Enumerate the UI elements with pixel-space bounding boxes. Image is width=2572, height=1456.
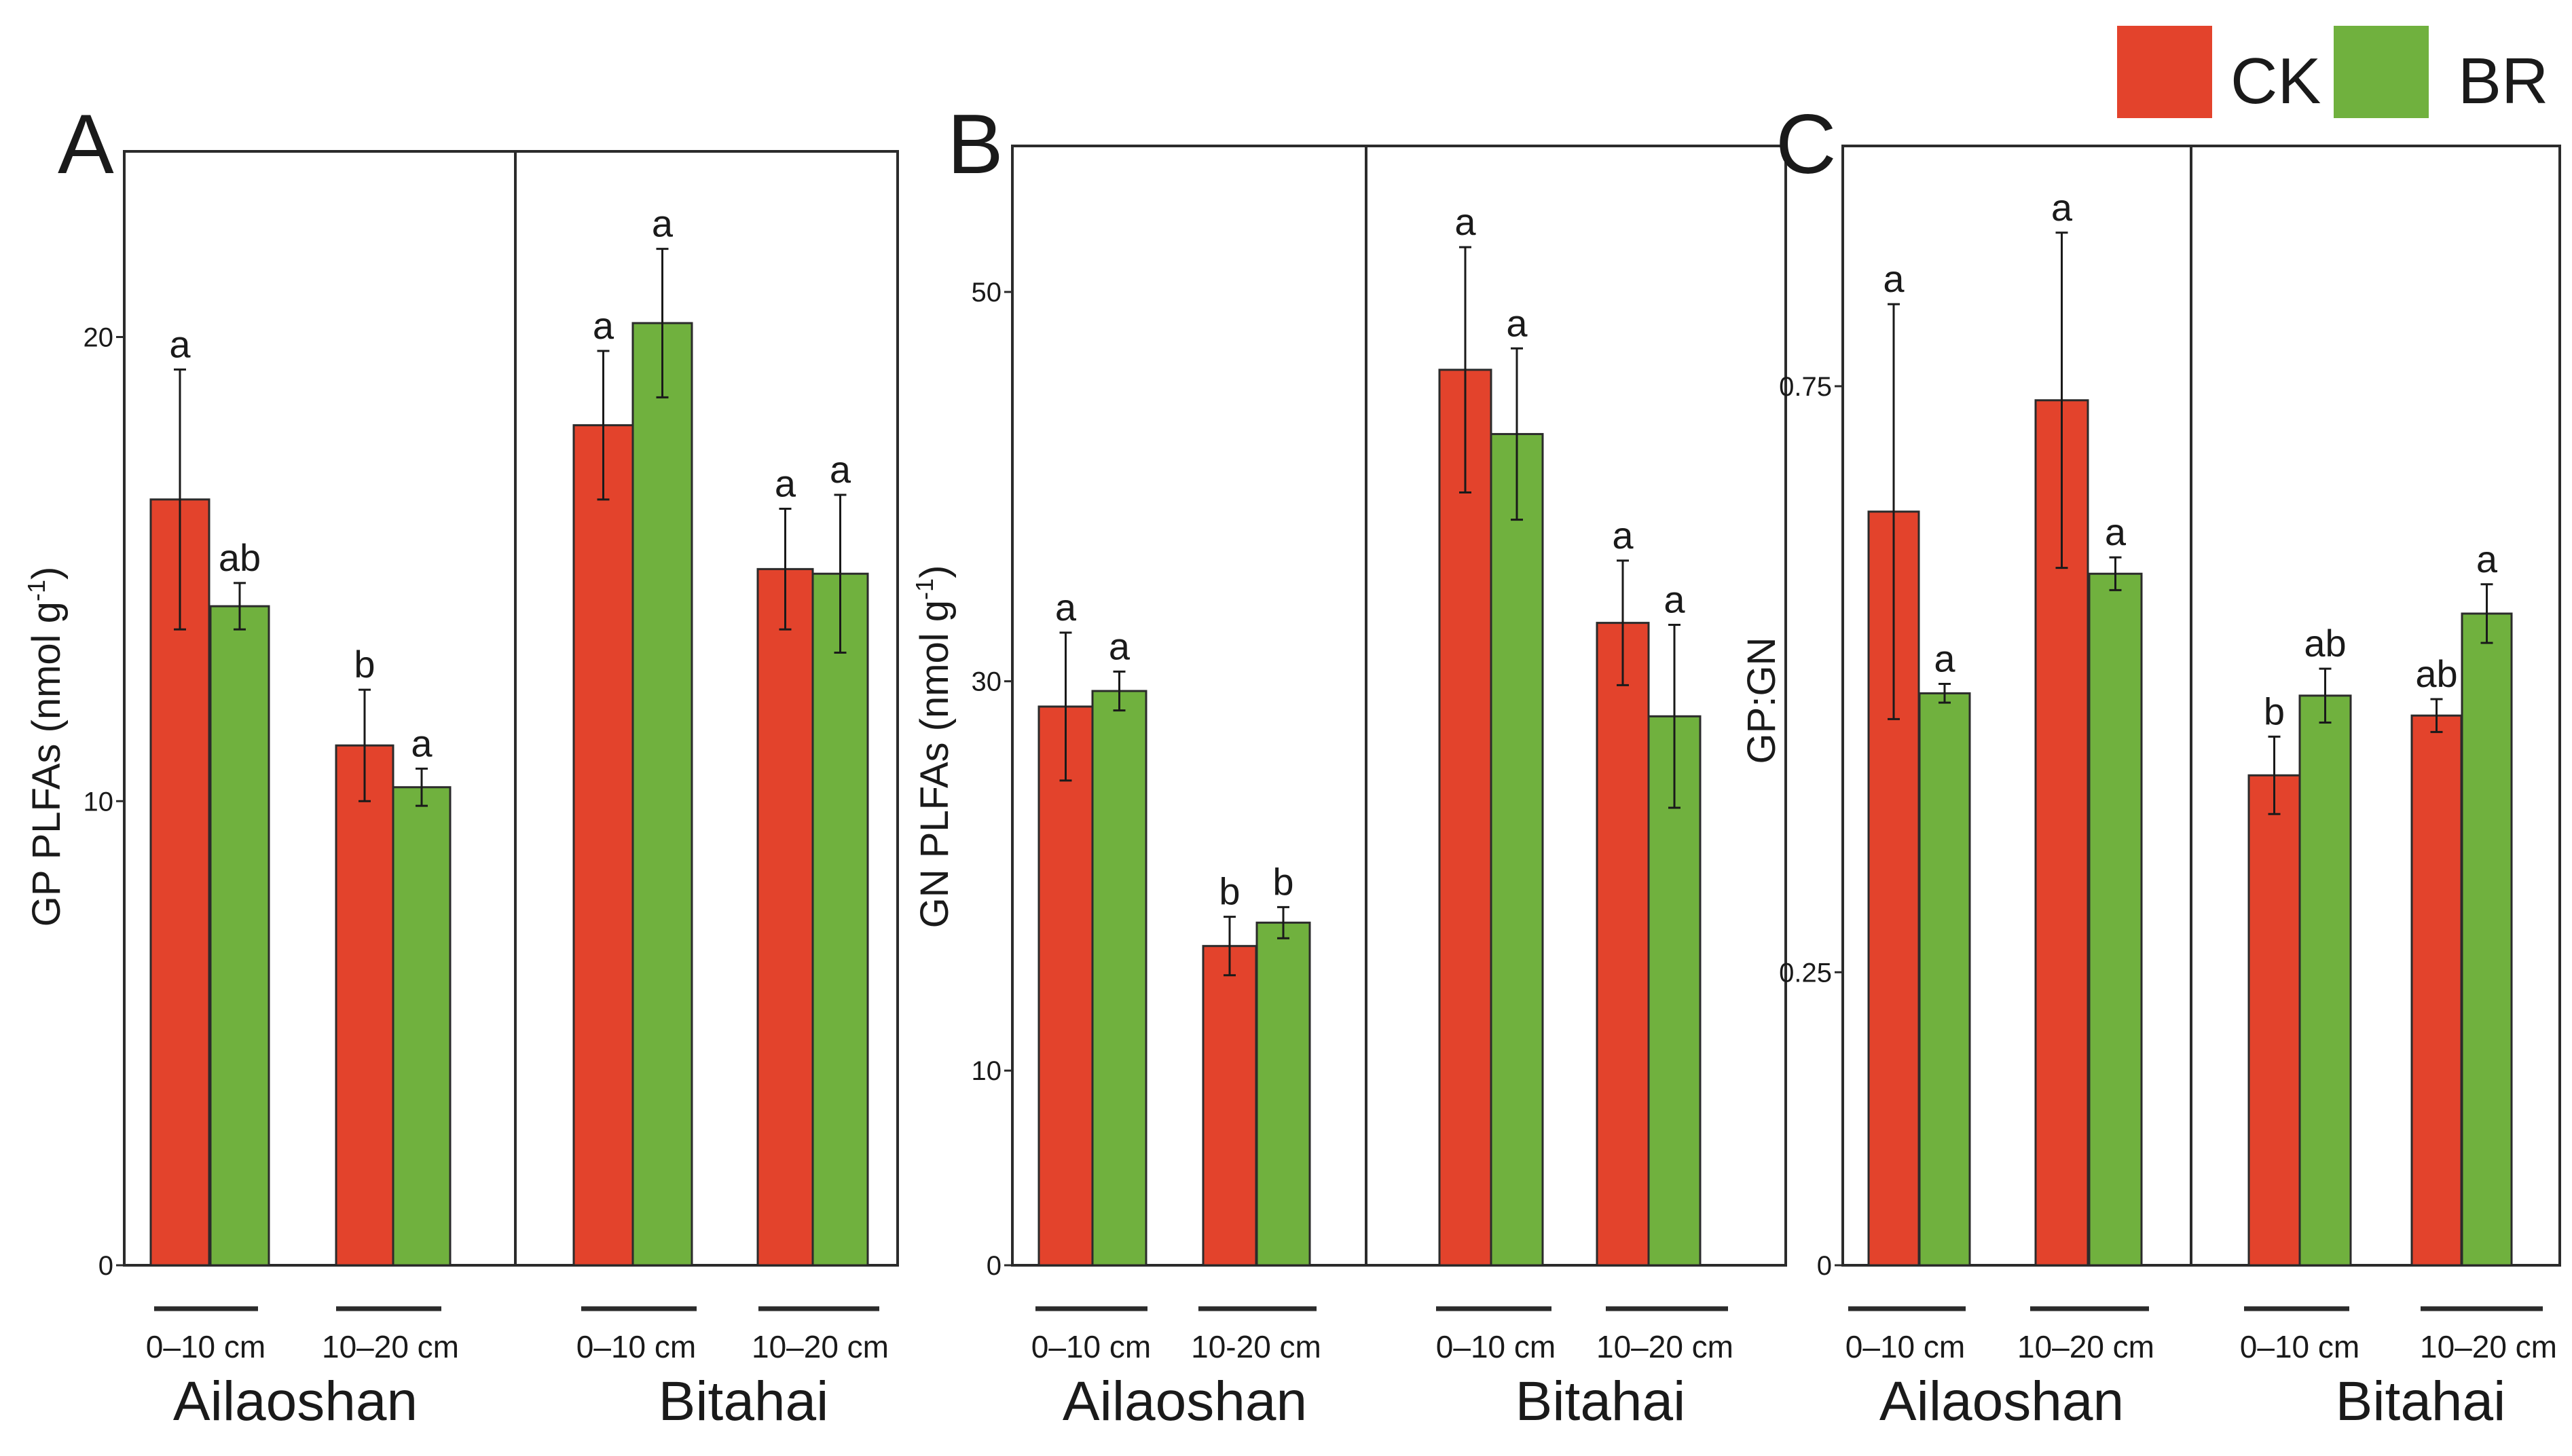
- depth-label: 10-20 cm: [1191, 1329, 1321, 1364]
- depth-label: 0–10 cm: [2240, 1329, 2359, 1364]
- depth-label: 0–10 cm: [1845, 1329, 1965, 1364]
- bar-ck-3: [572, 424, 634, 1267]
- significance-letter-ck-2: b: [354, 643, 375, 686]
- significance-letter-ck-1: a: [1055, 586, 1077, 629]
- site-label-bitahai: Bitahai: [659, 1370, 829, 1432]
- y-axis-label: GP:GN: [1740, 637, 1784, 764]
- site-label-ailaoshan: Ailaoshan: [1879, 1370, 2124, 1432]
- significance-letter-br-4: a: [1664, 578, 1685, 620]
- bar-ck-4: [756, 567, 814, 1267]
- legend-label-br: BR: [2458, 45, 2548, 117]
- significance-letter-br-1: ab: [219, 536, 261, 579]
- significance-letter-ck-4: ab: [2415, 652, 2457, 695]
- y-axis-label: GN PLFAs (nmol g-1): [911, 565, 957, 929]
- significance-letter-br-2: a: [2105, 510, 2127, 553]
- significance-letter-br-2: a: [411, 722, 433, 764]
- significance-letter-br-2: b: [1272, 860, 1293, 903]
- bar-br-4: [811, 572, 869, 1267]
- bar-ck-4: [1596, 622, 1650, 1267]
- significance-letter-br-1: a: [1109, 624, 1131, 667]
- legend: CK BR: [2117, 26, 2548, 118]
- depth-label: 10–20 cm: [752, 1329, 889, 1364]
- depth-label: 0–10 cm: [1031, 1329, 1151, 1364]
- bar-br-1: [1918, 692, 1971, 1267]
- y-tick-label: 20: [84, 323, 114, 353]
- significance-letter-ck-2: b: [1219, 870, 1240, 913]
- depth-label: 10–20 cm: [2017, 1329, 2154, 1364]
- legend-label-ck: CK: [2230, 45, 2321, 117]
- y-tick-label: 0.25: [1779, 958, 1832, 988]
- y-axis-label-close: ): [24, 567, 69, 580]
- significance-letter-br-3: a: [652, 202, 674, 245]
- y-tick-label: 30: [972, 667, 1002, 697]
- bar-br-3: [631, 322, 693, 1267]
- significance-letter-br-3: a: [1506, 301, 1528, 344]
- bar-br-2: [2088, 572, 2143, 1267]
- site-label-ailaoshan: Ailaoshan: [1063, 1370, 1307, 1432]
- bar-ck-3: [2247, 774, 2301, 1267]
- significance-letter-br-3: ab: [2304, 622, 2346, 665]
- significance-letter-ck-3: a: [593, 304, 614, 347]
- depth-label: 10–20 cm: [1596, 1329, 1733, 1364]
- y-axis-label-superscript: -1: [911, 578, 938, 600]
- panel-letter: B: [947, 98, 1004, 191]
- bar-br-4: [2461, 612, 2513, 1267]
- bar-br-2: [392, 786, 452, 1267]
- site-label-bitahai: Bitahai: [2336, 1370, 2506, 1432]
- plot-frame: [1841, 145, 2561, 1267]
- bar-br-3: [2298, 694, 2352, 1267]
- site-label-ailaoshan: Ailaoshan: [173, 1370, 418, 1432]
- bar-br-2: [1255, 921, 1311, 1267]
- bar-br-3: [1490, 432, 1544, 1267]
- y-axis-label: GP PLFAs (nmol g-1): [22, 567, 69, 927]
- bar-ck-2: [335, 744, 394, 1267]
- significance-letter-br-1: a: [1934, 637, 1955, 680]
- depth-label: 0–10 cm: [146, 1329, 265, 1364]
- significance-letter-br-4: a: [2476, 538, 2498, 580]
- depth-label: 0–10 cm: [1436, 1329, 1556, 1364]
- y-tick-label: 0: [987, 1251, 1002, 1281]
- y-tick-label: 50: [972, 278, 1002, 307]
- bar-br-1: [1091, 690, 1147, 1267]
- legend-swatch-br: [2334, 26, 2429, 118]
- significance-letter-ck-3: b: [2264, 690, 2285, 732]
- y-tick-label: 10: [972, 1056, 1002, 1086]
- site-label-bitahai: Bitahai: [1515, 1370, 1686, 1432]
- bar-ck-4: [2410, 714, 2463, 1267]
- panel-letter: A: [58, 98, 114, 191]
- y-tick-label: 10: [84, 787, 114, 817]
- bar-ck-3: [1438, 369, 1492, 1267]
- bar-br-1: [209, 605, 270, 1267]
- significance-letter-br-4: a: [830, 448, 851, 491]
- significance-letter-ck-3: a: [1454, 200, 1476, 243]
- y-tick-label: 0.75: [1779, 372, 1832, 402]
- depth-label: 10–20 cm: [322, 1329, 459, 1364]
- plot-frame: [123, 150, 899, 1267]
- significance-letter-ck-2: a: [2051, 186, 2073, 229]
- legend-swatch-ck: [2117, 26, 2212, 118]
- y-axis-label-close: ): [913, 565, 957, 578]
- significance-letter-ck-1: a: [1883, 257, 1905, 300]
- significance-letter-ck-4: a: [1612, 514, 1634, 557]
- significance-letter-ck-1: a: [169, 322, 191, 365]
- y-axis-label-superscript: -1: [22, 580, 50, 601]
- bar-ck-2: [1202, 945, 1257, 1267]
- significance-letter-ck-4: a: [775, 462, 796, 504]
- bar-ck-1: [1037, 705, 1094, 1267]
- y-tick-label: 0: [98, 1251, 113, 1281]
- y-tick-label: 0: [1817, 1251, 1832, 1281]
- depth-label: 0–10 cm: [576, 1329, 696, 1364]
- depth-label: 10–20 cm: [2420, 1329, 2557, 1364]
- panel-letter: C: [1776, 98, 1837, 191]
- plot-frame: [1011, 145, 1787, 1267]
